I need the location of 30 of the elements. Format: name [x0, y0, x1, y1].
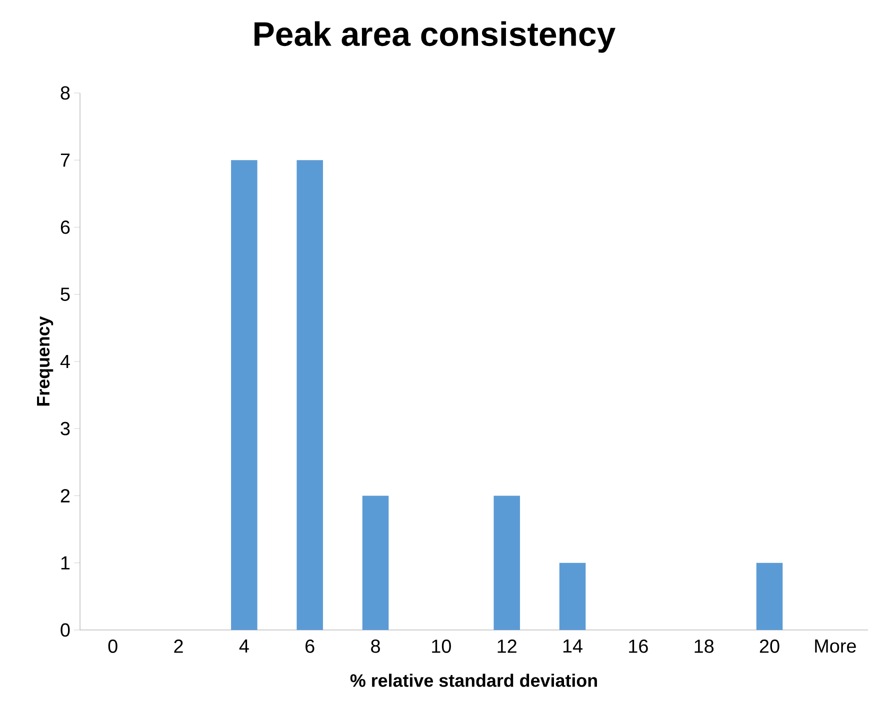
bar: [559, 562, 586, 630]
x-tick-label: 16: [629, 640, 648, 653]
y-tick-label: 4: [60, 354, 70, 368]
y-tick-label: 3: [60, 422, 70, 436]
bar: [362, 496, 389, 630]
y-axis-title: Frequency: [37, 316, 54, 406]
bar: [756, 562, 783, 630]
chart-title: Peak area consistency: [254, 21, 616, 53]
x-tick-label: 10: [432, 640, 451, 653]
bar: [231, 160, 258, 630]
y-tick-label: 8: [60, 86, 70, 100]
y-tick-label: 7: [60, 154, 70, 167]
y-tick-label: 0: [60, 623, 70, 637]
x-tick-label: 20: [760, 640, 780, 653]
bar: [296, 160, 323, 630]
y-tick-label: 6: [60, 220, 70, 234]
x-tick-label: 14: [563, 640, 582, 653]
x-tick-label: 2: [174, 640, 183, 653]
x-tick-label: 12: [498, 640, 516, 653]
x-axis-title: % relative standard deviation: [350, 674, 597, 687]
x-tick-label: 0: [108, 640, 118, 653]
y-tick-label: 2: [60, 489, 70, 502]
y-tick-label: 1: [61, 556, 70, 570]
y-tick-label: 5: [60, 288, 70, 301]
x-tick-label: 18: [694, 640, 714, 653]
x-tick-label: 4: [239, 640, 249, 653]
bar: [494, 496, 520, 630]
x-tick-label: More: [815, 640, 856, 653]
x-tick-label: 8: [371, 640, 380, 653]
x-tick-label: 6: [306, 640, 314, 653]
